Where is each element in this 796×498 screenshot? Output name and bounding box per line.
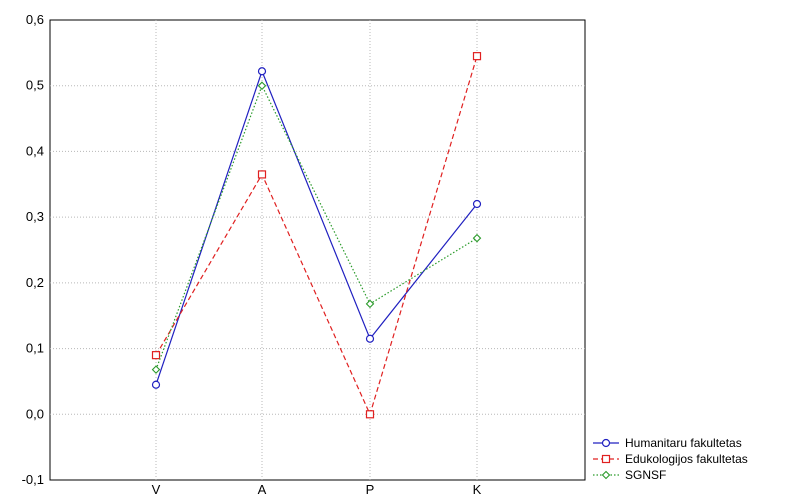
x-tick-label: P	[366, 482, 375, 497]
y-tick-label: 0,4	[26, 143, 44, 158]
y-tick-label: -0,1	[22, 472, 44, 487]
y-tick-label: 0,2	[26, 275, 44, 290]
series-layer	[151, 52, 482, 419]
series-line	[155, 84, 478, 370]
y-tick-label: 0,6	[26, 12, 44, 27]
data-point-circle	[257, 67, 267, 76]
legend: Humanitaru fakultetas Edukologijos fakult…	[593, 436, 748, 482]
data-point-circle	[365, 334, 375, 343]
y-tick-label: 0,1	[26, 341, 44, 356]
legend-marker-diamond	[601, 470, 611, 480]
data-point-square	[257, 170, 267, 179]
y-tick-label: 0,3	[26, 209, 44, 224]
y-tick-label: 0,5	[26, 78, 44, 93]
data-point-square	[365, 410, 375, 419]
data-point-circle	[472, 199, 482, 209]
legend-entry-2: Edukologijos fakultetas	[593, 452, 748, 466]
series-3	[151, 81, 482, 374]
legend-entry-1: Humanitaru fakultetas	[593, 436, 742, 450]
grid	[50, 20, 585, 480]
legend-label: Edukologijos fakultetas	[625, 452, 748, 466]
data-point-circle	[151, 380, 161, 389]
plot-area-frame	[49, 19, 586, 481]
data-point-square	[472, 52, 482, 61]
legend-entry-3: SGNSF	[593, 468, 666, 482]
x-tick-label: K	[473, 482, 482, 497]
series-2	[151, 52, 482, 419]
data-point-square	[151, 351, 161, 360]
data-point-diamond	[257, 81, 267, 90]
legend-label: SGNSF	[625, 468, 666, 482]
x-tick-label: A	[258, 482, 267, 497]
data-point-diamond	[365, 299, 375, 309]
data-point-diamond	[151, 365, 161, 374]
x-tick-label: V	[152, 482, 161, 497]
data-point-diamond	[472, 233, 482, 243]
series-line	[155, 55, 478, 417]
legend-label: Humanitaru fakultetas	[625, 436, 742, 450]
y-tick-label: 0,0	[26, 406, 44, 421]
legend-marker-square	[601, 454, 611, 464]
legend-marker-circle	[601, 438, 611, 448]
y-axis: -0,1 0,0 0,1 0,2 0,3 0,4 0,5 0,6	[22, 12, 44, 487]
